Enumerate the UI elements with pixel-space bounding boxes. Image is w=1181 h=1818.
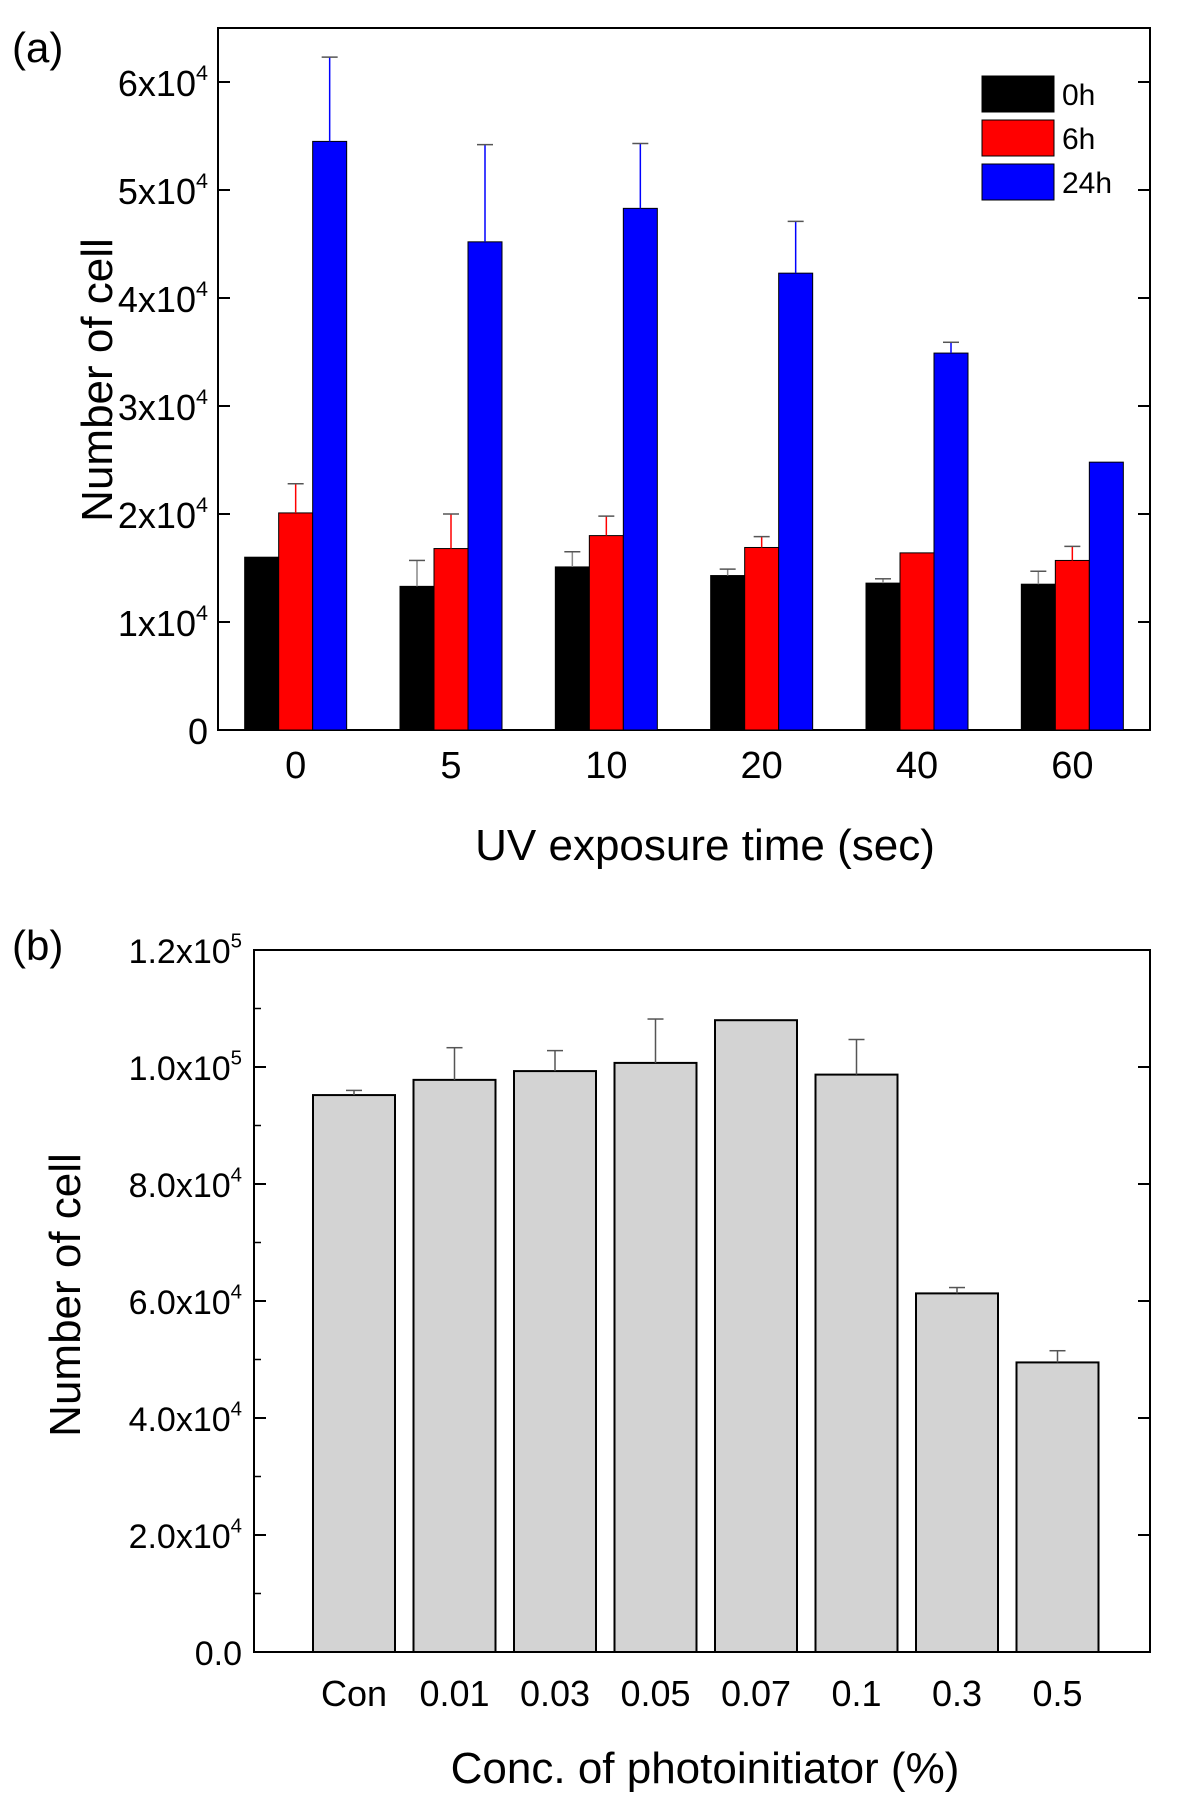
x-tick-label: 5 [440,745,461,787]
bar [312,140,348,731]
y-tick-label: 6x104 [118,60,208,104]
y-tick-label: 0.0 [195,1635,242,1673]
bar [513,1070,597,1653]
y-tick-label: 5x104 [118,168,208,212]
bar [814,1073,899,1653]
x-tick-label: 0.3 [932,1673,982,1714]
y-tick-label: 1x104 [118,600,208,644]
x-tick-label: 0.07 [721,1673,791,1714]
bar [915,1292,999,1654]
panel-a-label: (a) [12,24,63,71]
legend-label: 0h [1062,79,1095,112]
bar [865,582,901,731]
panel-b-plot: 0.0 2.0x104 4.0x104 6.0x104 8.0x104 1.0x105 1.… [129,931,1151,1714]
x-tick-label: 0.5 [1032,1673,1082,1714]
bar [412,1078,497,1653]
y-tick-label: 6.0x104 [129,1282,242,1322]
y-tick-label: 0 [188,711,208,752]
bar [433,548,469,731]
bar [899,552,935,731]
bar [588,535,624,731]
legend-swatch [981,75,1055,113]
panel-a-xlabel: UV exposure time (sec) [475,821,935,870]
bar [554,566,590,731]
panel-b-xlabel: Conc. of photoinitiator (%) [451,1744,960,1793]
legend-swatch [981,119,1055,157]
x-tick-label: 0.01 [419,1673,489,1714]
y-tick-label: 3x104 [118,384,208,428]
bar [1088,461,1124,731]
legend-swatch [981,163,1055,201]
bar [1020,583,1056,731]
bar [244,556,280,731]
bar [778,272,814,731]
bar [710,575,746,731]
plot-frame [217,27,1151,731]
x-tick-label: 20 [741,745,783,787]
y-tick-label: 8.0x104 [129,1165,242,1205]
legend-label: 24h [1062,167,1112,200]
y-tick-label: 4.0x104 [129,1399,242,1439]
bar [714,1019,798,1653]
x-tick-label: 0.05 [620,1673,690,1714]
panel-b-ylabel: Number of cell [41,1153,90,1437]
x-tick-label: 0.03 [520,1673,590,1714]
y-tick-label: 1.0x105 [129,1048,242,1088]
bar [1015,1361,1100,1654]
panel-a: (a) 0 1x104 2x104 3x104 4x104 5x104 6x104 0 5 10 2… [12,24,1151,870]
legend-label: 6h [1062,123,1095,156]
bar [312,1094,396,1653]
bar [1054,559,1090,731]
bar [467,241,503,731]
bar [933,352,969,731]
x-tick-label: Con [321,1673,387,1714]
x-tick-label: 10 [585,745,627,787]
bar [278,512,314,731]
x-tick-label: 0.1 [831,1673,881,1714]
y-tick-label: 4x104 [118,276,208,320]
bar [744,546,780,731]
panel-b-label: (b) [12,922,63,969]
panel-a-ylabel: Number of cell [73,238,122,522]
x-tick-label: 0 [285,745,306,787]
bar [399,585,435,731]
bar [613,1061,698,1653]
panel-b: (b) 0.0 2.0x104 4.0x104 6.0x104 8.0x104 1.0x1… [12,922,1151,1793]
y-tick-label: 2.0x104 [129,1516,242,1556]
y-tick-label: 2x104 [118,492,208,536]
y-tick-label: 1.2x105 [129,931,242,971]
x-tick-label: 60 [1051,745,1093,787]
panel-a-plot: 0 1x104 2x104 3x104 4x104 5x104 6x104 0 5 10 20 40 6… [118,27,1151,787]
bar [622,207,658,731]
x-tick-label: 40 [896,745,938,787]
